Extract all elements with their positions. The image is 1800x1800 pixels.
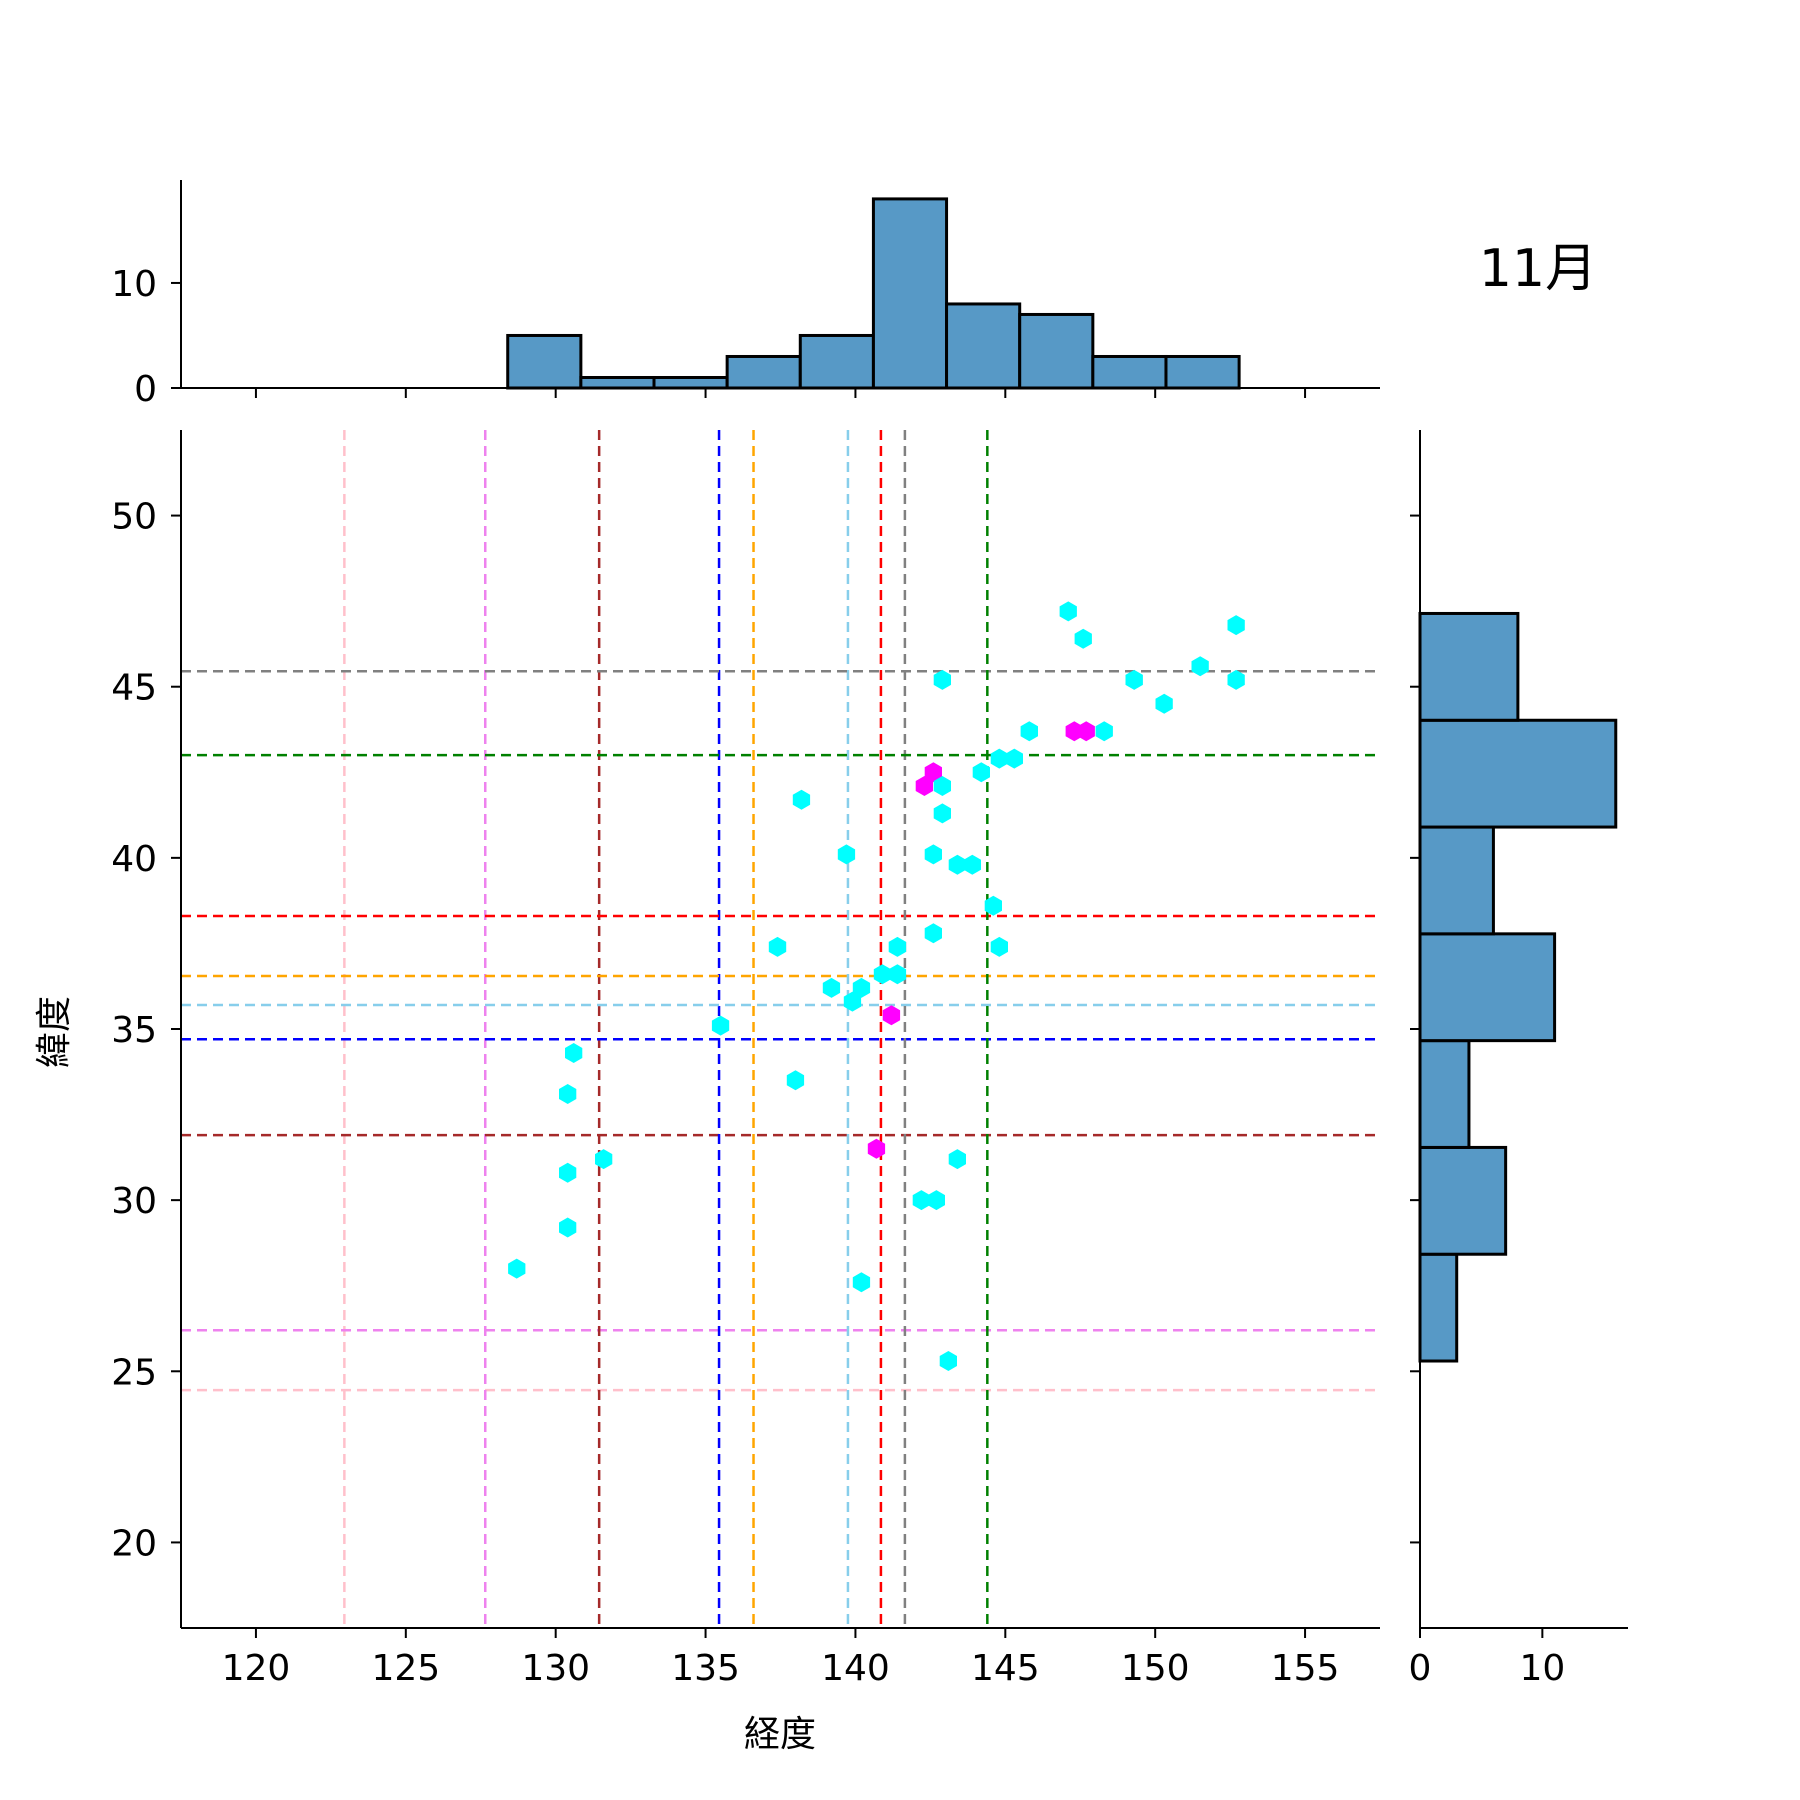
scatter-point-42 (559, 1162, 577, 1183)
scatter-point-27 (888, 936, 907, 957)
scatter-point-15 (924, 762, 942, 783)
scatter-point-32 (852, 977, 871, 998)
y-tick-label-6: 50 (111, 497, 157, 538)
scatter-point-12 (990, 748, 1008, 769)
scatter-point-21 (924, 844, 942, 865)
top-hist-bar-2 (652, 375, 729, 390)
scatter-point-16 (915, 776, 933, 796)
x-tick-label-2: 130 (521, 1648, 590, 1689)
y-tick-label-2: 30 (111, 1181, 157, 1222)
scatter-point-38 (559, 1084, 577, 1104)
top-hist-bar-7 (1018, 312, 1095, 390)
right-hist-bar-1 (1418, 1145, 1508, 1256)
scatter-point-0 (1059, 601, 1077, 622)
scatter-point-45 (559, 1217, 577, 1238)
top-hist-count-label-1: 10 (111, 264, 157, 305)
x-tick-label-5: 145 (971, 1648, 1040, 1689)
scatter-axes: 120 125 130 135 140 145 150 155 20 25 30 35 40 45 50 (111, 430, 1380, 1689)
scatter-point-43 (912, 1190, 930, 1211)
top-hist-bar-4 (798, 333, 875, 390)
scatter-point-2 (1227, 615, 1245, 636)
y-tick-label-1: 25 (111, 1352, 157, 1393)
x-axis-label: 経度 (744, 1714, 816, 1755)
month-annotation: 11月 (1479, 239, 1597, 299)
scatter-point-47 (852, 1272, 871, 1293)
scatter-point-46 (508, 1258, 526, 1279)
scatter-point-18 (792, 789, 811, 810)
y-tick-label-4: 40 (111, 839, 157, 880)
scatter-points (508, 601, 1245, 1371)
right-hist-bar-0 (1418, 1252, 1459, 1363)
x-tick-label-6: 150 (1121, 1648, 1190, 1689)
longitude-histogram: 0 10 (111, 180, 1380, 410)
right-hist-bar-4 (1418, 825, 1495, 936)
x-tick-label-7: 155 (1271, 1648, 1340, 1689)
top-hist-bar-0 (506, 333, 583, 390)
scatter-point-17 (933, 776, 951, 796)
scatter-point-25 (924, 923, 942, 944)
top-hist-bar-6 (945, 302, 1022, 390)
scatter-point-36 (565, 1043, 583, 1063)
scatter-point-33 (843, 991, 862, 1012)
scatter-point-29 (873, 964, 892, 985)
right-hist-bar-3 (1418, 932, 1557, 1043)
scatter-point-48 (939, 1351, 957, 1371)
scatter-point-34 (882, 1005, 901, 1026)
scatter-point-22 (948, 854, 966, 875)
y-tick-label-3: 35 (111, 1010, 157, 1051)
top-hist-bar-3 (725, 354, 802, 390)
top-hist-bar-9 (1164, 354, 1241, 390)
reference-lines (181, 430, 1380, 1628)
x-tick-label-4: 140 (821, 1648, 890, 1689)
scatter-panel: 120 125 130 135 140 145 150 155 20 25 30 35 40 45 50 (111, 430, 1380, 1689)
scatter-point-37 (786, 1070, 805, 1091)
right-hist-bar-2 (1418, 1039, 1471, 1149)
scatter-point-20 (837, 844, 856, 865)
scatter-point-30 (888, 964, 907, 985)
scatter-point-39 (867, 1138, 886, 1159)
y-tick-label-5: 45 (111, 668, 157, 709)
x-tick-label-1: 125 (371, 1648, 440, 1689)
right-hist-count-label-1: 10 (1519, 1648, 1565, 1689)
scatter-point-14 (972, 762, 990, 783)
scatter-point-26 (768, 936, 787, 957)
top-hist-bar-5 (871, 197, 949, 390)
scatter-point-7 (933, 669, 951, 690)
scatter-point-4 (1227, 669, 1245, 690)
x-tick-label-3: 135 (671, 1648, 740, 1689)
x-tick-label-0: 120 (222, 1648, 291, 1689)
scatter-point-40 (595, 1149, 613, 1170)
scatter-point-1 (1074, 628, 1092, 649)
scatter-point-28 (990, 936, 1008, 957)
scatter-point-3 (1191, 656, 1209, 677)
right-hist-bar-5 (1418, 718, 1618, 829)
scatter-point-13 (1005, 748, 1023, 769)
top-hist-bar-1 (579, 375, 656, 390)
scatter-point-24 (984, 895, 1002, 916)
scatter-point-8 (1020, 721, 1038, 742)
scatter-point-31 (822, 977, 841, 998)
latitude-histogram: 0 10 (1409, 430, 1628, 1689)
scatter-point-44 (927, 1190, 945, 1211)
scatter-point-35 (711, 1015, 730, 1036)
right-hist-bar-6 (1418, 611, 1520, 722)
top-hist-bar-8 (1091, 354, 1168, 390)
scatter-point-11 (1077, 721, 1095, 742)
scatter-point-6 (1155, 693, 1173, 714)
y-tick-label-0: 20 (111, 1523, 157, 1564)
scatter-point-23 (963, 854, 981, 875)
scatter-point-41 (948, 1149, 966, 1170)
scatter-point-9 (1095, 721, 1113, 742)
top-hist-count-label-0: 0 (134, 369, 157, 410)
right-hist-count-label-0: 0 (1409, 1648, 1432, 1689)
y-axis-label: 緯度 (34, 996, 75, 1068)
scatter-point-19 (933, 803, 951, 824)
scatter-point-5 (1125, 669, 1143, 690)
